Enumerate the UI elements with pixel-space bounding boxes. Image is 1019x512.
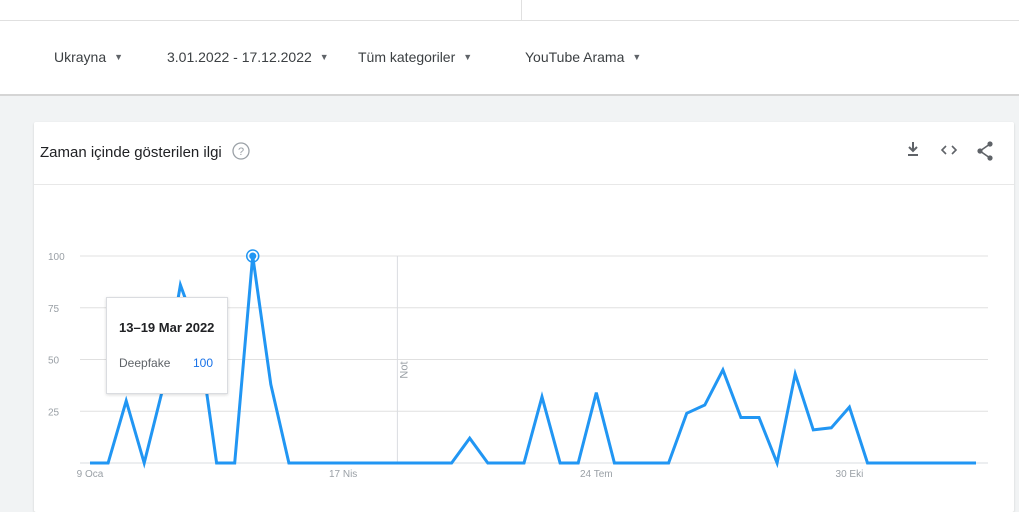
tooltip-series-name: Deepfake <box>119 356 170 370</box>
highlight-point <box>249 253 256 260</box>
y-tick-label: 75 <box>48 304 60 315</box>
annotation-label: Not <box>398 361 410 378</box>
x-tick-label: 17 Nis <box>329 469 357 480</box>
chart-tooltip: 13–19 Mar 2022 Deepfake 100 <box>106 297 228 394</box>
tooltip-value: 100 <box>193 356 213 370</box>
x-tick-label: 24 Tem <box>580 469 613 480</box>
y-tick-label: 100 <box>48 252 65 263</box>
x-tick-label: 9 Oca <box>77 469 104 480</box>
y-tick-label: 50 <box>48 356 60 367</box>
y-tick-label: 25 <box>48 407 60 418</box>
tooltip-date: 13–19 Mar 2022 <box>119 320 214 335</box>
x-tick-label: 30 Eki <box>836 469 864 480</box>
